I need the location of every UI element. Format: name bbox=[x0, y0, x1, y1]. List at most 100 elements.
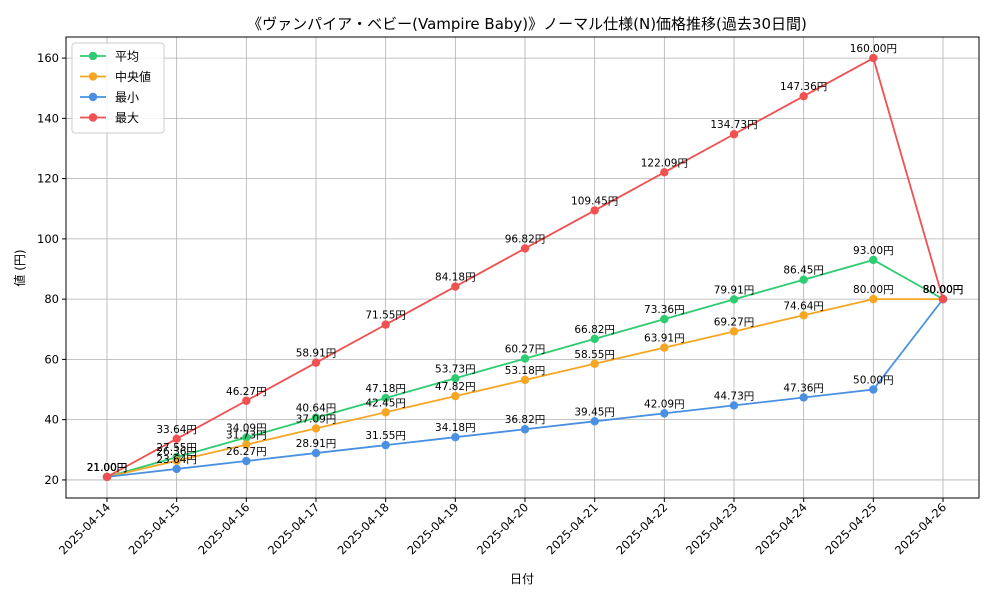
series-marker-1 bbox=[799, 311, 808, 320]
y-tick-label: 80 bbox=[44, 292, 59, 306]
series-marker-0 bbox=[242, 433, 251, 442]
data-label-3: 21.00円 bbox=[87, 462, 128, 474]
data-label-1: 42.45円 bbox=[365, 397, 406, 409]
data-label-0: 66.82円 bbox=[574, 324, 615, 336]
x-tick-label: 2025-04-24 bbox=[753, 500, 810, 557]
series-marker-2 bbox=[660, 409, 669, 418]
data-label-3: 80.00円 bbox=[923, 284, 964, 296]
data-label-2: 39.45円 bbox=[574, 406, 615, 418]
series-marker-1 bbox=[869, 294, 878, 304]
series-marker-1 bbox=[729, 327, 739, 336]
data-label-0: 60.27円 bbox=[505, 344, 546, 356]
data-label-2: 50.00円 bbox=[853, 375, 894, 387]
series-marker-3 bbox=[938, 294, 948, 304]
data-label-0: 34.09円 bbox=[226, 422, 267, 434]
series-marker-0 bbox=[729, 295, 739, 304]
data-label-0: 53.73円 bbox=[435, 363, 476, 375]
data-label-1: 37.09円 bbox=[296, 413, 337, 425]
data-label-0: 21.00円 bbox=[87, 462, 128, 474]
series-marker-3 bbox=[381, 320, 390, 329]
series-marker-2 bbox=[242, 456, 251, 466]
legend-label: 最大 bbox=[115, 111, 139, 125]
series-marker-3 bbox=[102, 472, 112, 482]
series-marker-0 bbox=[590, 334, 599, 344]
x-tick-label: 2025-04-14 bbox=[56, 500, 113, 557]
data-label-3: 134.73円 bbox=[710, 119, 757, 131]
series-marker-0 bbox=[869, 255, 878, 265]
series-marker-2 bbox=[451, 432, 460, 442]
data-label-0: 27.55円 bbox=[156, 442, 197, 454]
series-marker-2 bbox=[381, 440, 390, 450]
series-marker-0 bbox=[799, 275, 808, 284]
data-label-1: 21.00円 bbox=[87, 462, 128, 474]
data-label-3: 96.82円 bbox=[505, 233, 546, 245]
series-marker-3 bbox=[172, 434, 181, 444]
data-label-3: 122.09円 bbox=[641, 157, 688, 169]
series-marker-3 bbox=[520, 244, 530, 253]
y-tick-label: 140 bbox=[37, 111, 59, 125]
y-tick-label: 120 bbox=[37, 172, 59, 186]
data-label-3: 84.18円 bbox=[435, 272, 476, 284]
data-label-2: 36.82円 bbox=[505, 414, 546, 426]
series-marker-1 bbox=[520, 375, 530, 385]
data-label-3: 33.64円 bbox=[156, 424, 197, 436]
data-label-2: 26.27円 bbox=[226, 446, 267, 458]
legend-box bbox=[71, 42, 165, 134]
data-label-1: 80.00円 bbox=[923, 284, 964, 296]
legend-label: 平均 bbox=[115, 50, 139, 64]
series-marker-0 bbox=[520, 354, 530, 363]
y-tick-label: 40 bbox=[44, 413, 59, 427]
data-label-2: 44.73円 bbox=[714, 390, 755, 402]
data-label-1: 58.55円 bbox=[574, 349, 615, 361]
series-marker-3 bbox=[799, 91, 808, 101]
data-label-0: 73.36円 bbox=[644, 304, 685, 316]
series-marker-3 bbox=[242, 396, 251, 405]
series-marker-1 bbox=[590, 359, 599, 368]
x-tick-label: 2025-04-21 bbox=[544, 500, 601, 557]
legend-marker bbox=[88, 92, 98, 102]
y-axis-label: 値 (円) bbox=[12, 249, 27, 286]
plot-frame bbox=[65, 36, 980, 499]
y-tick-label: 160 bbox=[37, 51, 59, 65]
data-label-2: 21.00円 bbox=[87, 462, 128, 474]
data-label-3: 109.45円 bbox=[571, 195, 618, 207]
x-tick-label: 2025-04-15 bbox=[126, 500, 183, 557]
series-marker-3 bbox=[660, 168, 669, 177]
series-marker-1 bbox=[311, 424, 321, 433]
data-label-3: 58.91円 bbox=[296, 348, 337, 360]
x-tick-label: 2025-04-23 bbox=[683, 500, 740, 557]
series-marker-3 bbox=[869, 53, 878, 63]
legend-marker bbox=[88, 113, 98, 122]
series-marker-2 bbox=[520, 425, 530, 434]
series-marker-3 bbox=[451, 282, 460, 291]
legend-label: 中央値 bbox=[115, 69, 151, 84]
data-label-0: 79.91円 bbox=[714, 284, 755, 296]
series-marker-2 bbox=[869, 385, 878, 394]
series-marker-2 bbox=[799, 393, 808, 402]
series-marker-0 bbox=[381, 393, 390, 403]
data-label-1: 31.73円 bbox=[226, 430, 267, 442]
data-label-1: 63.91円 bbox=[644, 333, 685, 345]
series-lines bbox=[102, 53, 948, 482]
data-label-1: 80.00円 bbox=[853, 284, 894, 296]
data-label-3: 147.36円 bbox=[780, 81, 827, 93]
data-label-0: 86.45円 bbox=[783, 265, 824, 277]
data-label-0: 47.18円 bbox=[365, 383, 406, 395]
data-label-1: 26.36円 bbox=[156, 446, 197, 458]
data-label-2: 42.09円 bbox=[644, 398, 685, 410]
x-tick-label: 2025-04-19 bbox=[404, 500, 461, 557]
data-label-1: 74.64円 bbox=[783, 300, 824, 312]
legend-label: 最小 bbox=[115, 91, 139, 105]
series-marker-1 bbox=[660, 343, 669, 352]
data-label-2: 80.00円 bbox=[923, 284, 964, 296]
data-label-0: 40.64円 bbox=[296, 403, 337, 415]
x-tick-label: 2025-04-16 bbox=[195, 500, 252, 557]
data-label-2: 23.64円 bbox=[156, 454, 197, 466]
x-tick-label: 2025-04-18 bbox=[335, 500, 392, 557]
data-label-1: 69.27円 bbox=[714, 316, 755, 328]
series-marker-2 bbox=[172, 464, 181, 474]
grid bbox=[66, 37, 979, 498]
data-label-0: 93.00円 bbox=[853, 245, 894, 257]
